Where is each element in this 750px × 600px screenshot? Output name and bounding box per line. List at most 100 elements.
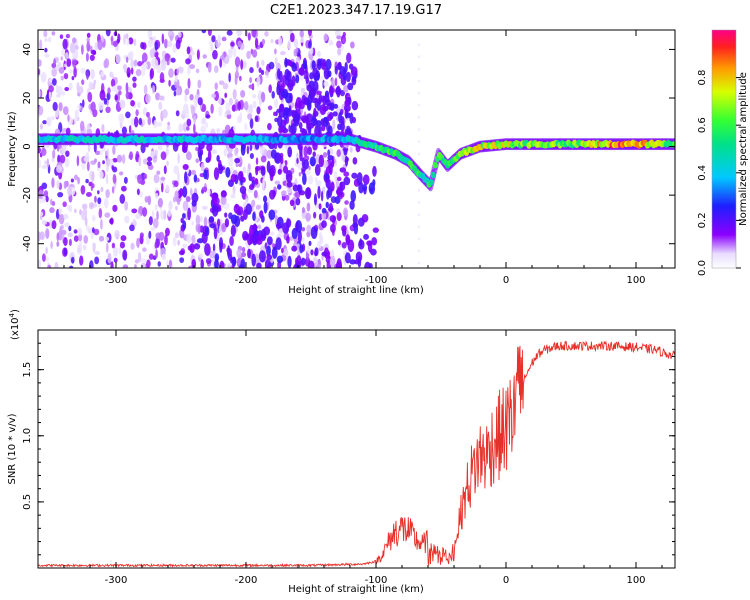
spectrogram-noise-cell <box>83 207 88 218</box>
spectrogram-noise-cell <box>138 156 142 167</box>
spectrogram-noise-cell <box>160 151 167 161</box>
spectrogram-noise-cell <box>302 173 307 186</box>
spectrogram-noise-cell <box>115 54 121 64</box>
spectrogram-noise-cell <box>119 241 126 249</box>
spectrogram-noise-cell <box>256 262 262 268</box>
spectrogram-noise-cell <box>313 193 318 206</box>
spectrogram-x-tick-label: -100 <box>365 275 388 286</box>
spectrogram-noise-cell <box>336 35 342 40</box>
spectrogram-noise-cell <box>316 98 321 104</box>
spectrogram-noise-cell <box>289 199 295 207</box>
spectrogram-noise-cell <box>201 186 208 193</box>
spectrogram-noise-cell <box>336 176 342 182</box>
spectrogram-noise-cell <box>130 67 134 75</box>
spectrogram-noise-cell <box>111 186 115 194</box>
spectrogram-noise-cell <box>173 165 180 175</box>
spectrogram-noise-cell <box>49 207 55 214</box>
spectrogram-noise-cell <box>45 246 48 255</box>
spectrogram-noise-cell <box>94 195 97 203</box>
spectrogram-noise-cell <box>39 231 45 240</box>
spectrogram-noise-cell <box>165 147 169 156</box>
spectrogram-noise-cell <box>267 122 272 131</box>
spectrogram-noise-cell <box>309 156 316 167</box>
spectrogram-noise-cell <box>343 147 348 156</box>
spectrogram-noise-cell <box>239 75 242 82</box>
spectrogram-noise-cell <box>260 69 265 76</box>
spectrogram-noise-cell <box>227 245 231 259</box>
spectrogram-noise-cell <box>193 243 201 250</box>
spectrogram-noise-cell <box>280 50 286 56</box>
spectrogram-noise-cell <box>182 164 189 171</box>
spectrogram-noise-cell <box>246 145 250 155</box>
spectrogram-noise-cell <box>157 261 161 267</box>
spectrogram-noise-cell <box>146 111 150 118</box>
spectrogram-noise-cell <box>264 31 269 37</box>
spectrogram-noise-cell <box>286 218 292 228</box>
spectrogram-noise-cell <box>168 68 174 78</box>
spectrogram-noise-cell <box>329 215 337 223</box>
spectrogram-noise-cell <box>286 188 293 194</box>
snr-plot-frame <box>37 329 676 569</box>
spectrogram-noise-cell <box>306 224 312 233</box>
spectrogram-noise-cell <box>334 196 341 204</box>
spectrogram-noise-cell <box>182 122 188 133</box>
spectrogram-noise-cell <box>56 180 60 189</box>
spectrogram-noise-cell <box>247 113 252 120</box>
spectrogram-noise-cell <box>62 201 67 208</box>
spectrogram-noise-cell <box>182 243 187 249</box>
spectrogram-noise-cell <box>109 218 114 224</box>
spectrogram-noise-cell <box>97 197 102 205</box>
spectrogram-noise-cell <box>337 47 342 56</box>
spectrogram-noise-cell <box>252 211 256 221</box>
spectrogram-noise-cell <box>195 158 200 164</box>
spectrogram-noise-cell <box>322 160 329 169</box>
spectrogram-noise-cell <box>320 75 324 83</box>
spectrogram-noise-cell <box>258 67 262 73</box>
spectrogram-noise-cell <box>204 243 211 256</box>
spectrogram-noise-cell <box>176 68 180 76</box>
spectrogram-noise-cell <box>187 66 190 76</box>
spectrogram-x-tick-label: -300 <box>105 275 128 286</box>
spectrogram-noise-cell <box>122 249 128 261</box>
spectrogram-noise-cell <box>357 256 362 268</box>
spectrogram-noise-cell <box>69 42 76 54</box>
spectrogram-noise-cell <box>137 101 141 109</box>
spectrogram-noise-cell <box>128 125 132 134</box>
spectrogram-noise-cell <box>312 151 316 158</box>
spectrogram-noise-cell <box>174 74 178 83</box>
spectrogram-noise-cell <box>211 93 217 99</box>
spectrogram-noise-cell <box>244 123 248 131</box>
spectrogram-noise-cell <box>156 170 161 175</box>
spectrogram-noise-cell <box>201 30 207 34</box>
spectrogram-noise-cell <box>191 192 199 203</box>
spectrogram-noise-cell <box>185 58 191 65</box>
spectrogram-noise-cell <box>100 218 103 230</box>
spectrogram-noise-cell <box>286 235 290 244</box>
spectrogram-noise-cell <box>157 197 163 208</box>
spectrogram-noise-cell <box>124 201 129 211</box>
spectrogram-noise-cell <box>56 145 60 152</box>
spectrogram-noise-cell <box>303 155 310 162</box>
spectrogram-ridge-cell <box>432 161 438 169</box>
spectrogram-noise-cell <box>61 143 67 155</box>
spectrogram-noise-cell <box>317 185 321 199</box>
spectrogram-noise-cell <box>153 218 159 229</box>
spectrogram-noise-cell <box>258 98 262 106</box>
spectrogram-noise-cell <box>182 200 189 211</box>
spectrogram-noise-cell <box>347 82 354 91</box>
spectrogram-noise-cell <box>290 123 297 135</box>
spectrogram-noise-cell <box>40 71 47 83</box>
spectrogram-noise-cell <box>127 51 132 61</box>
spectrogram-noise-cell <box>143 173 148 180</box>
spectrogram-noise-cell <box>224 92 228 99</box>
spectrogram-x-tick-label: 100 <box>626 275 645 286</box>
spectrogram-noise-cell <box>76 244 82 255</box>
spectrogram-noise-cell <box>77 103 81 110</box>
spectrogram-noise-cell <box>216 218 221 227</box>
colorbar-label: Normalized spectral amplitude <box>738 72 749 226</box>
spectrogram-noise-cell <box>38 259 42 268</box>
spectrogram-noise-cell <box>154 241 158 249</box>
spectrogram-noise-cell <box>226 263 231 268</box>
spectrogram-noise-cell <box>168 259 173 268</box>
spectrogram-noise-cell <box>43 190 49 198</box>
